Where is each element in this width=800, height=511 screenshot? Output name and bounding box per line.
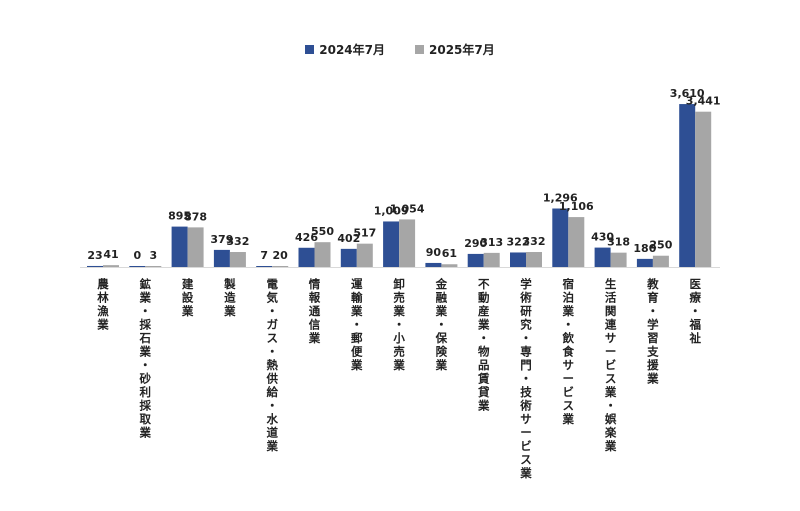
data-label-2024-8: 90 <box>426 246 442 259</box>
legend-label-2024: 2024年7月 <box>319 43 385 57</box>
category-label-14: 医療・福祉 <box>688 277 701 345</box>
category-label-1: 鉱業・採石業・砂利採取業 <box>139 277 152 440</box>
category-label-5: 情報通信業 <box>308 277 321 345</box>
legend-swatch-2025 <box>415 45 424 54</box>
data-label-2024-2: 895 <box>168 210 191 223</box>
bar-2024-0 <box>87 265 103 267</box>
category-label-6: 運輸業・郵便業 <box>350 277 363 372</box>
data-label-2024-0: 23 <box>87 249 102 262</box>
bar-2024-14 <box>679 104 696 267</box>
data-label-2025-4: 20 <box>273 249 289 262</box>
bar-2024-2 <box>171 226 188 267</box>
data-label-2025-1: 3 <box>149 249 157 262</box>
category-label-4: 電気・ガス・熱供給・水道業 <box>265 277 278 453</box>
category-label-9: 不動産業・物品賃貸業 <box>477 277 490 413</box>
data-label-2024-12: 430 <box>591 231 614 244</box>
legend-label-2025: 2025年7月 <box>429 43 495 57</box>
category-label-7: 卸売業・小売業 <box>392 277 405 372</box>
category-label-2: 建設業 <box>181 277 194 318</box>
data-label-2025-11: 1,106 <box>559 200 594 213</box>
data-label-2024-11: 1,296 <box>543 192 578 205</box>
bar-2025-0 <box>103 265 119 267</box>
bar-2024-4 <box>256 266 273 267</box>
bar-2024-7 <box>383 221 400 267</box>
bar-2025-13 <box>652 255 669 267</box>
data-label-2024-1: 0 <box>133 249 141 262</box>
category-label-10: 学術研究・専門・技術サービス業 <box>519 277 532 480</box>
bar-2025-2 <box>187 227 204 267</box>
data-label-2025-7: 1,054 <box>390 202 425 215</box>
bar-2025-1 <box>145 266 162 267</box>
bar-2024-11 <box>552 208 569 267</box>
legend-item-2024: 2024年7月 <box>305 41 385 58</box>
legend: 2024年7月 2025年7月 <box>0 41 800 58</box>
bar-2024-9 <box>467 253 484 267</box>
data-label-2025-12: 318 <box>607 236 630 249</box>
data-label-2025-6: 517 <box>353 227 376 240</box>
data-label-2025-3: 332 <box>226 235 249 248</box>
bar-2025-10 <box>526 252 542 267</box>
bar-2025-9 <box>483 252 500 267</box>
data-label-2024-14: 3,610 <box>670 87 705 100</box>
category-label-11: 宿泊業・飲食サービス業 <box>562 277 575 426</box>
category-label-3: 製造業 <box>223 277 236 318</box>
category-label-0: 農林漁業 <box>96 277 109 332</box>
category-label-12: 生活関連サービス業・娯楽業 <box>604 277 617 453</box>
data-label-2025-0: 41 <box>103 248 118 261</box>
data-label-2025-8: 61 <box>442 247 457 260</box>
data-label-2024-6: 402 <box>337 232 360 245</box>
category-label-13: 教育・学習支援業 <box>646 277 659 386</box>
bar-2024-12 <box>594 247 611 267</box>
data-label-2025-2: 878 <box>184 210 207 223</box>
legend-swatch-2024 <box>305 45 315 54</box>
data-label-2025-10: 332 <box>523 235 546 248</box>
data-label-2024-4: 7 <box>260 249 268 262</box>
category-label-8: 金融業・保険業 <box>435 277 448 372</box>
bar-2024-5 <box>298 247 315 267</box>
bar-2024-6 <box>340 248 357 267</box>
bar-2024-10 <box>510 252 526 267</box>
data-label-2025-9: 313 <box>480 236 503 249</box>
data-label-2025-13: 250 <box>649 239 672 252</box>
bar-2025-8 <box>441 264 458 267</box>
bar-2025-6 <box>356 243 373 267</box>
bar-2025-7 <box>399 219 416 267</box>
bar-2025-4 <box>272 266 289 267</box>
legend-item-2025: 2025年7月 <box>415 41 495 58</box>
bar-2024-8 <box>425 262 442 267</box>
data-label-2024-13: 180 <box>633 242 656 255</box>
bar-2025-3 <box>229 252 246 267</box>
bar-2024-1 <box>129 266 146 267</box>
data-label-2024-5: 426 <box>295 231 318 244</box>
data-label-2025-14: 3,441 <box>686 95 721 108</box>
bar-2025-14 <box>695 111 712 267</box>
data-label-2024-7: 1,009 <box>374 204 409 217</box>
bar-2025-12 <box>610 252 627 267</box>
data-label-2024-10: 322 <box>507 235 530 248</box>
data-label-2025-5: 550 <box>311 225 334 238</box>
data-label-2024-9: 290 <box>464 237 487 250</box>
data-label-2024-3: 379 <box>210 233 233 246</box>
bar-2025-11 <box>568 217 585 267</box>
bar-2024-3 <box>213 249 230 267</box>
bar-2025-5 <box>314 242 331 267</box>
bar-2024-13 <box>636 258 653 267</box>
